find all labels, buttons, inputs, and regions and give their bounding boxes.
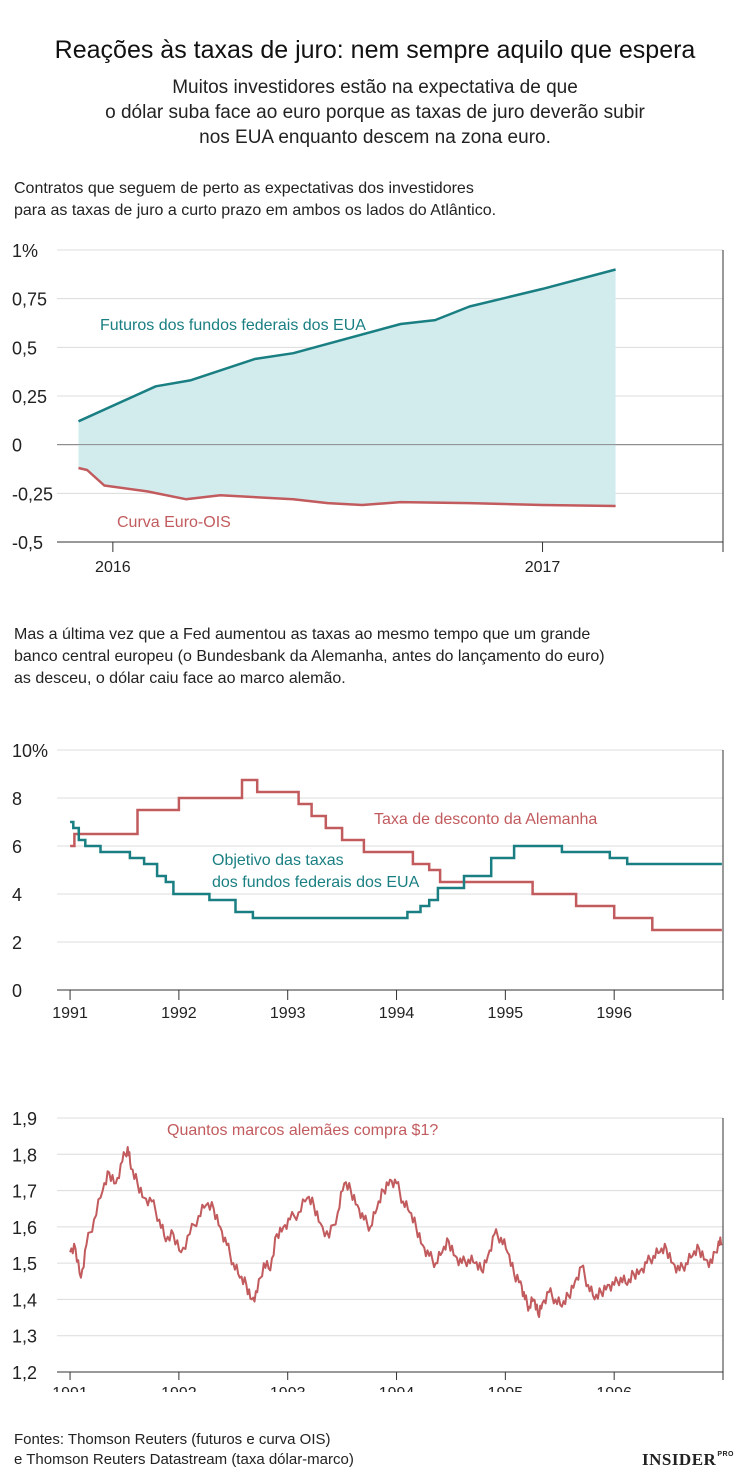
y-tick-label: 0,25 bbox=[12, 387, 47, 407]
subtitle-line: nos EUA enquanto descem na zona euro. bbox=[199, 127, 551, 148]
y-tick-label: 8 bbox=[12, 789, 22, 809]
y-tick-label: 1,5 bbox=[12, 1254, 37, 1274]
x-tick-label: 1996 bbox=[596, 1385, 632, 1392]
x-tick-label: 1996 bbox=[596, 1005, 632, 1022]
euro-series-label: Curva Euro-OIS bbox=[117, 514, 231, 531]
y-tick-label: -0,25 bbox=[12, 484, 53, 504]
subtitle-line: Muitos investidores estão na expectativa… bbox=[172, 77, 578, 98]
intro-line: para as taxas de juro a curto prazo em a… bbox=[14, 202, 497, 219]
y-tick-label: 2 bbox=[12, 933, 22, 953]
spread-area bbox=[78, 269, 616, 506]
subtitle-line: o dólar suba face ao euro porque as taxa… bbox=[105, 102, 645, 123]
german-discount-rate-line bbox=[70, 778, 722, 932]
y-tick-label: 0,5 bbox=[12, 338, 37, 358]
rate-expectations-chart: -0,5 -0,25 0 0,25 0,5 0,75 1% 2016 2017 Futuros d… bbox=[0, 230, 750, 595]
x-tick-label: 1992 bbox=[161, 1005, 197, 1022]
y-tick-label: -0,5 bbox=[12, 533, 43, 553]
policy-rates-svg: 0 2 4 6 8 10% 1991 1992 1993 1994 1995 1996 Taxa de … bbox=[12, 741, 724, 1022]
policy-rates-chart: 0 2 4 6 8 10% 1991 1992 1993 1994 1995 1996 Taxa de … bbox=[0, 728, 750, 1033]
chart1-intro: Contratos que seguem de perto as expecta… bbox=[14, 178, 734, 222]
us-fed-funds-futures-line bbox=[77, 268, 616, 423]
us-series-label-line: dos fundos federais dos EUA bbox=[212, 874, 420, 891]
y-tick-label: 0 bbox=[12, 436, 22, 456]
x-tick-label: 2017 bbox=[525, 559, 561, 576]
footer-line: e Thomson Reuters Datastream (taxa dólar… bbox=[14, 1451, 354, 1468]
usd-dem-rate-line bbox=[69, 1146, 723, 1318]
dollar-mark-chart: 1,2 1,3 1,4 1,5 1,6 1,7 1,8 1,9 1991 1992 1993 1994… bbox=[0, 1092, 750, 1402]
y-tick-label: 1,2 bbox=[12, 1363, 37, 1383]
intro-line: Contratos que seguem de perto as expecta… bbox=[14, 180, 474, 197]
footer-line: Fontes: Thomson Reuters (futuros e curva… bbox=[14, 1431, 331, 1448]
insider-pro-logo: INSIDERPRO bbox=[642, 1450, 734, 1470]
y-tick-label: 6 bbox=[12, 837, 22, 857]
x-tick-label: 1995 bbox=[488, 1005, 524, 1022]
y-tick-label: 1% bbox=[12, 241, 38, 261]
dollar-mark-svg: 1,2 1,3 1,4 1,5 1,6 1,7 1,8 1,9 1991 1992 1993 1994… bbox=[12, 1109, 724, 1402]
x-tick-label: 1992 bbox=[161, 1385, 197, 1392]
x-tick-label: 1991 bbox=[52, 1385, 88, 1392]
y-tick-label: 10% bbox=[12, 741, 48, 761]
intro-line: Mas a última vez que a Fed aumentou as t… bbox=[14, 626, 591, 643]
y-tick-label: 1,6 bbox=[12, 1218, 37, 1238]
chart2-intro: Mas a última vez que a Fed aumentou as t… bbox=[14, 624, 734, 690]
y-tick-label: 4 bbox=[12, 885, 22, 905]
german-series-label: Taxa de desconto da Alemanha bbox=[374, 811, 597, 828]
us-series-label-line: Objetivo das taxas bbox=[212, 852, 344, 869]
x-tick-label: 1993 bbox=[270, 1005, 306, 1022]
x-tick-label: 1995 bbox=[488, 1385, 524, 1392]
y-tick-label: 1,3 bbox=[12, 1327, 37, 1347]
y-tick-label: 0,75 bbox=[12, 290, 47, 310]
intro-line: banco central europeu (o Bundesbank da A… bbox=[14, 648, 605, 665]
chart-title: Quantos marcos alemães compra $1? bbox=[167, 1122, 438, 1139]
x-tick-label: 2016 bbox=[95, 559, 131, 576]
page-title: Reações às taxas de juro: nem sempre aqu… bbox=[54, 36, 696, 64]
x-tick-label: 1994 bbox=[379, 1385, 415, 1392]
x-tick-label: 1993 bbox=[270, 1385, 306, 1392]
rate-expectations-svg: -0,5 -0,25 0 0,25 0,5 0,75 1% 2016 2017 Futuros d… bbox=[12, 241, 724, 576]
logo-text: INSIDER bbox=[641, 1450, 717, 1469]
y-tick-label: 1,7 bbox=[12, 1182, 37, 1202]
intro-line: as desceu, o dólar caiu face ao marco al… bbox=[14, 670, 346, 687]
y-tick-label: 1,8 bbox=[12, 1145, 37, 1165]
sources-footer: Fontes: Thomson Reuters (futuros e curva… bbox=[14, 1430, 354, 1470]
us-series-label: Futuros dos fundos federais dos EUA bbox=[100, 317, 366, 334]
page-subtitle: Muitos investidores estão na expectativa… bbox=[60, 75, 690, 150]
euro-ois-line bbox=[78, 466, 616, 508]
y-tick-label: 0 bbox=[12, 981, 22, 1001]
logo-sup: PRO bbox=[717, 1451, 734, 1458]
x-tick-label: 1994 bbox=[379, 1005, 415, 1022]
y-tick-label: 1,4 bbox=[12, 1290, 37, 1310]
y-tick-label: 1,9 bbox=[12, 1109, 37, 1129]
us-fed-funds-target-line bbox=[70, 820, 722, 920]
x-tick-label: 1991 bbox=[52, 1005, 88, 1022]
